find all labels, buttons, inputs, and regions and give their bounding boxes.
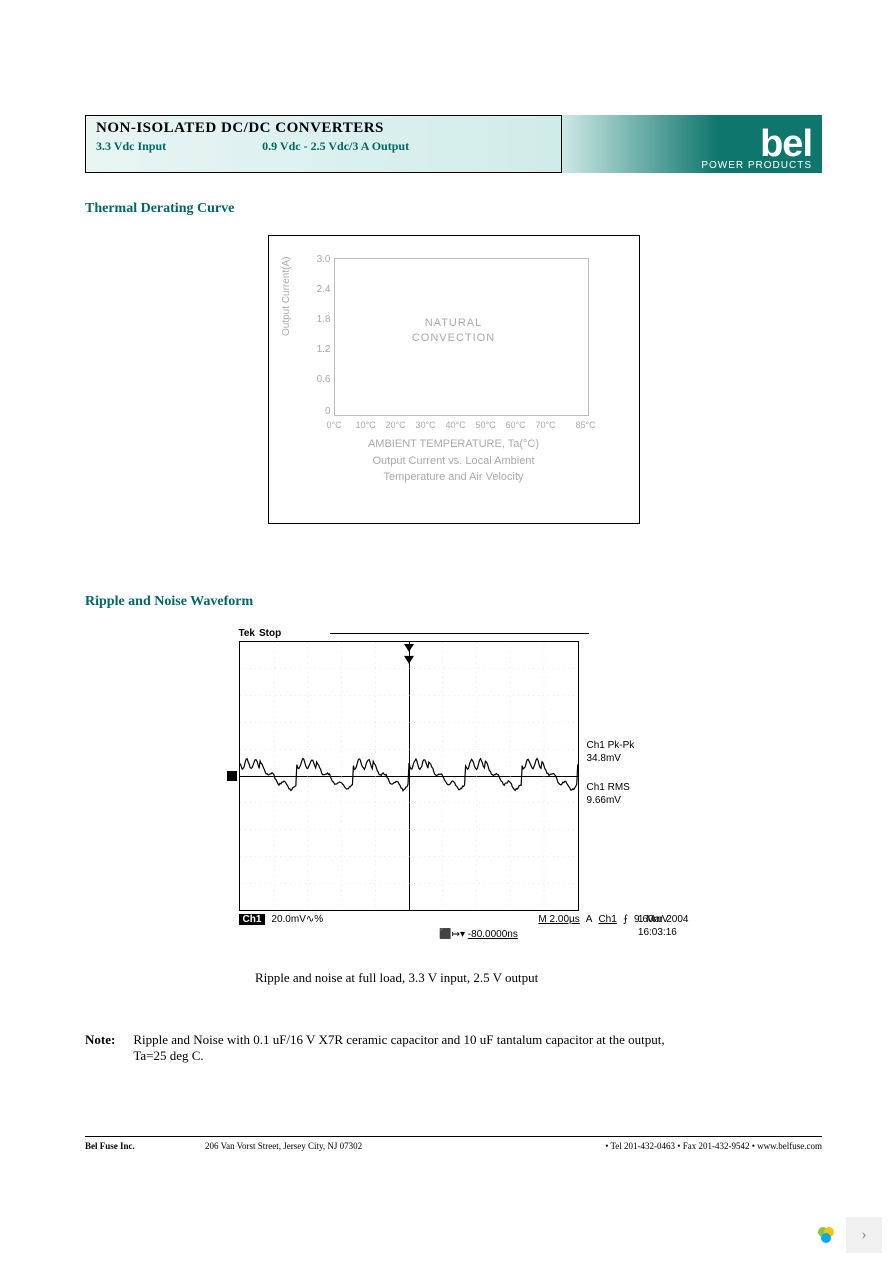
derating-chart: Output Current(A) 3.0 2.4 1.8 1.2 0.6 0 … [268, 235, 640, 524]
chevron-right-icon: › [861, 1226, 866, 1244]
xtick: 60°C [506, 420, 526, 430]
header-bar: NON-ISOLATED DC/DC CONVERTERS 3.3 Vdc In… [85, 115, 822, 173]
channel-marker-icon [227, 771, 237, 781]
xtick: 10°C [356, 420, 376, 430]
section-title-derating: Thermal Derating Curve [85, 201, 822, 217]
footer-company: Bel Fuse Inc. [85, 1141, 205, 1151]
ytick: 3.0 [307, 254, 331, 265]
trigger-a: A [586, 914, 593, 925]
header-title-box: NON-ISOLATED DC/DC CONVERTERS 3.3 Vdc In… [85, 115, 562, 173]
scope-brand: Tek [239, 628, 256, 639]
scope-status: Stop [259, 628, 281, 639]
xtick: 0°C [327, 420, 342, 430]
logo-banner: bel POWER PRODUCTS [562, 115, 822, 173]
doc-subtitle: 3.3 Vdc Input 0.9 Vdc - 2.5 Vdc/3 A Outp… [96, 139, 551, 154]
xtick: 50°C [476, 420, 496, 430]
ytick: 0 [307, 406, 331, 417]
oscilloscope-capture: Tek Stop [239, 628, 669, 940]
scope-measurement-pkpk: Ch1 Pk-Pk 34.8mV [587, 739, 635, 765]
scope-footer: Ch1 20.0mV∿% M 2.00µs A Ch1 ⨍ 9.60mV [239, 914, 669, 925]
scope-grid [239, 641, 579, 911]
note: Note: Ripple and Noise with 0.1 uF/16 V … [85, 1032, 822, 1064]
timebase-label: M 2.00µs [538, 914, 579, 925]
section-title-ripple: Ripple and Noise Waveform [85, 594, 822, 610]
xtick: 40°C [446, 420, 466, 430]
app-icon[interactable] [808, 1217, 844, 1253]
page-footer: Bel Fuse Inc. 206 Van Vorst Street, Jers… [85, 1136, 822, 1151]
scope-header: Tek Stop [239, 628, 669, 639]
note-label: Note: [85, 1032, 115, 1064]
note-text: Ripple and Noise with 0.1 uF/16 V X7R ce… [133, 1032, 693, 1064]
viewer-controls: › [808, 1217, 882, 1253]
next-page-button[interactable]: › [846, 1217, 882, 1253]
logo-subtitle: POWER PRODUCTS [701, 160, 812, 171]
ytick: 0.6 [307, 374, 331, 385]
xtick: 30°C [416, 420, 436, 430]
xtick: 70°C [536, 420, 556, 430]
ytick: 2.4 [307, 284, 331, 295]
chart-center-label: NATURAL CONVECTION [269, 316, 639, 347]
scope-delay: ⬛↦▾ -80.0000ns [289, 929, 669, 940]
xtick: 20°C [386, 420, 406, 430]
xtick: 85°C [576, 420, 596, 430]
scope-measurement-rms: Ch1 RMS 9.66mV [587, 781, 630, 807]
channel-badge: Ch1 [239, 914, 266, 925]
channel-scale: 20.0mV∿% [271, 914, 323, 925]
doc-title: NON-ISOLATED DC/DC CONVERTERS [96, 120, 551, 137]
scope-caption: Ripple and noise at full load, 3.3 V inp… [255, 970, 822, 986]
chart-xlabel: AMBIENT TEMPERATURE, Ta(°C) Output Curre… [269, 436, 639, 486]
footer-address: 206 Van Vorst Street, Jersey City, NJ 07… [205, 1141, 605, 1151]
trigger-channel: Ch1 [598, 914, 616, 925]
footer-contact: • Tel 201-432-0463 • Fax 201-432-9542 • … [605, 1141, 822, 1151]
waveform [240, 642, 578, 910]
scope-timestamp: 1 Mar 2004 16:03:16 [638, 913, 689, 939]
